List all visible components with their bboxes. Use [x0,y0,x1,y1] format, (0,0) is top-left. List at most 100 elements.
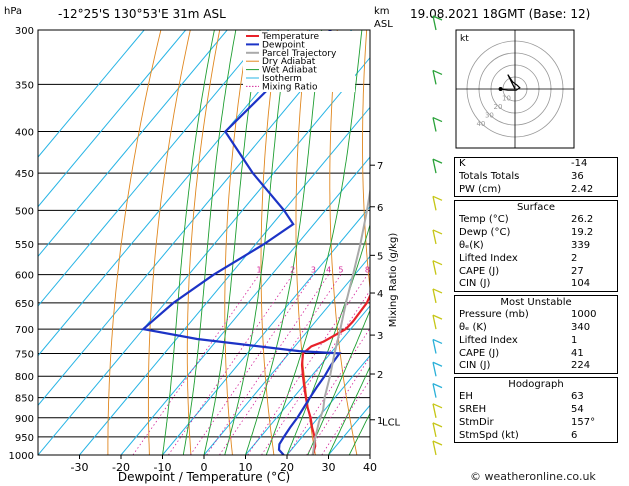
isotherm-line [38,56,370,455]
stat-key: StmDir [459,416,494,428]
stat-key: SREH [459,403,487,415]
pressure-tick-label: 1000 [9,451,34,462]
stat-row: θₑ(K) 339 [455,240,617,253]
isotherm-line [38,30,311,357]
mixing-ratio-line [261,289,370,455]
wind-barb [432,422,437,438]
stat-key: StmSpd (kt) [459,429,519,441]
mixing-ratio-line [132,274,260,455]
km-tick-label: 6 [377,203,383,214]
km-tick-label: 3 [377,331,383,342]
stat-key: K [459,158,466,169]
stat-value: 339 [571,239,591,251]
wet-adiabat-line [245,30,323,455]
most-unstable-title: Most Unstable [500,297,572,309]
surface-title: Surface [516,202,556,214]
stat-row: Temp (°C) 26.2 [455,214,617,227]
stat-value: 63 [571,391,584,403]
mixing-ratio-line [247,274,368,455]
wind-barb [432,288,437,304]
hodograph-trace [500,74,521,91]
hodograph-unit-label: kt [460,34,469,44]
lcl-label: LCL [382,418,401,429]
wind-barb [432,70,437,85]
wind-barb-flag [432,361,443,367]
wind-barb-flag [432,195,443,201]
isotherm-line [38,30,270,307]
stat-row: StmSpd (kt) 6 [455,430,617,443]
km-tick-label: 4 [377,289,383,300]
wind-barb [432,229,437,245]
stat-value: 41 [571,347,584,359]
pressure-tick-label: 700 [15,325,34,336]
stat-value: 157° [571,416,596,428]
mixing-ratio-label: 20 [418,266,428,275]
stat-row: Lifted Index 2 [455,253,617,266]
stat-value: 2.42 [571,183,594,195]
mixing-ratio-label: 4 [326,266,331,275]
stat-key: PW (cm) [459,183,502,195]
stat-row: Lifted Index 1 [455,335,617,348]
wet-adiabat-line [162,30,215,455]
x-axis-label: Dewpoint / Temperature (°C) [118,470,290,484]
stat-value: 26.2 [571,214,594,226]
legend-entry: Dry Adiabat [262,57,316,67]
wind-barb [432,440,437,456]
pressure-tick-label: 850 [15,394,34,405]
stat-row: CIN (J) 104 [455,278,617,291]
wet-adiabat-line [182,30,237,455]
mixing-ratio-label: 25 [432,266,442,275]
legend-entry: Temperature [261,32,319,42]
pressure-tick-label: 750 [15,349,34,360]
isotherm-line [286,354,370,455]
temperature-tick-label: -20 [112,461,130,474]
mixing-ratio-line [168,274,293,455]
km-tick-label: 1 [377,416,383,427]
mixing-ratio-line [306,355,370,455]
pressure-tick-label: 950 [15,433,34,444]
hodograph-ring-label: 40 [476,120,485,128]
hodograph-ring-label: 30 [485,112,494,120]
temperature-tick-label: -10 [154,461,172,474]
datetime-title: 19.08.2021 18GMT (Base: 12) [410,7,591,21]
legend-box [243,31,355,92]
stat-key: CIN (J) [459,278,491,290]
stat-value: 36 [571,170,584,182]
stat-row: θₑ (K) 340 [455,322,617,335]
stat-value: 27 [571,265,584,277]
wet-adiabat-line [307,309,370,455]
mixing-ratio-label: 3 [311,266,316,275]
wind-barb-flag [432,288,443,294]
stat-key: θₑ(K) [459,239,484,251]
wind-barb [432,314,437,330]
stat-row: CAPE (J) 41 [455,348,617,361]
hodograph-point [498,87,503,91]
pressure-tick-label: 300 [15,26,34,37]
stat-value: 104 [571,278,591,290]
pressure-tick-label: 350 [15,80,34,91]
stat-key: Pressure (mb) [459,309,529,321]
isotherm-line [38,30,187,208]
wind-barb [432,158,437,174]
isotherm-line [38,30,145,158]
km-tick-label: 2 [377,370,383,381]
pressure-tick-label: 550 [15,240,34,251]
wind-barb-flag [432,260,443,266]
pressure-tick-label: 800 [15,372,34,383]
wind-barb-flag [432,15,443,21]
stat-value: 19.2 [571,227,594,239]
mixing-ratio-label: 2 [290,266,295,275]
pressure-tick-label: 450 [15,169,34,180]
stat-row: PW (cm) 2.42 [455,184,617,197]
pressure-tick-label: 600 [15,271,34,282]
pressure-tick-label: 650 [15,299,34,310]
wind-barb [432,403,437,418]
dry-adiabat-line [394,30,440,455]
mixing-ratio-line [321,378,370,455]
legend-entry: Parcel Trajectory [262,49,337,59]
pressure-tick-label: 900 [15,414,34,425]
dewpoint-profile [140,30,342,455]
isotherm-line [203,255,370,455]
stat-value: 340 [571,321,591,333]
